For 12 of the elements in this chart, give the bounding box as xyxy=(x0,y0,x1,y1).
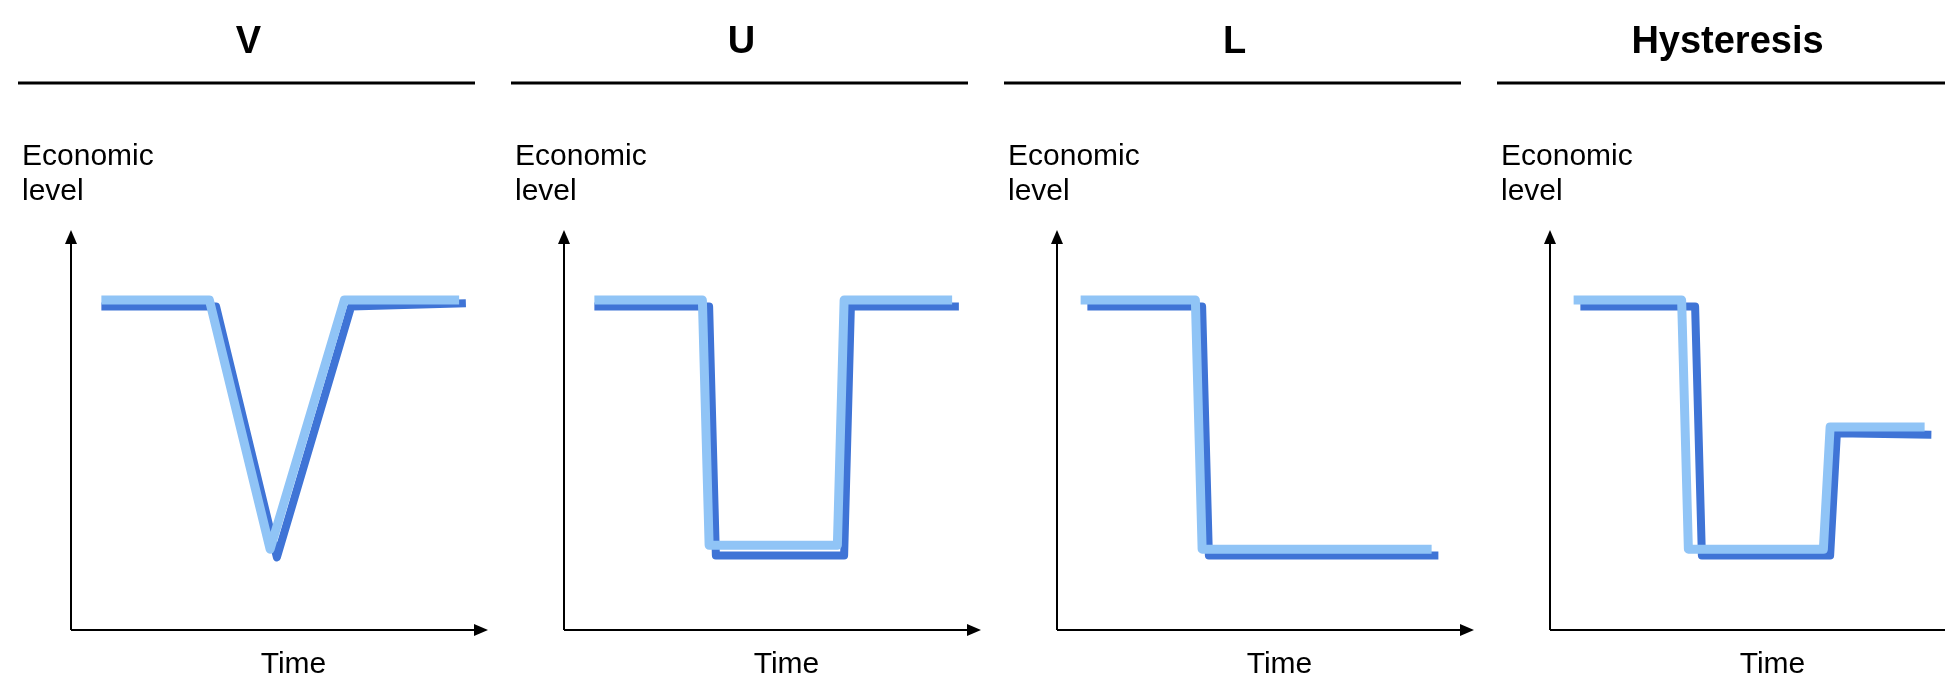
y-axis-title: Economic level xyxy=(515,138,647,206)
y-axis-title: Economic level xyxy=(22,138,154,206)
chart-title: Hysteresis xyxy=(1631,19,1824,61)
y-axis-title: Economic level xyxy=(1008,138,1140,206)
chart-title: U xyxy=(727,19,756,61)
x-axis-title: Time xyxy=(1246,646,1313,677)
chart-title: V xyxy=(235,19,262,61)
y-axis-title: Economic level xyxy=(1501,138,1633,206)
chart-title: L xyxy=(1222,19,1247,61)
x-axis-title: Time xyxy=(753,646,820,677)
x-axis-title: Time xyxy=(1739,646,1806,677)
x-axis-title: Time xyxy=(260,646,327,677)
